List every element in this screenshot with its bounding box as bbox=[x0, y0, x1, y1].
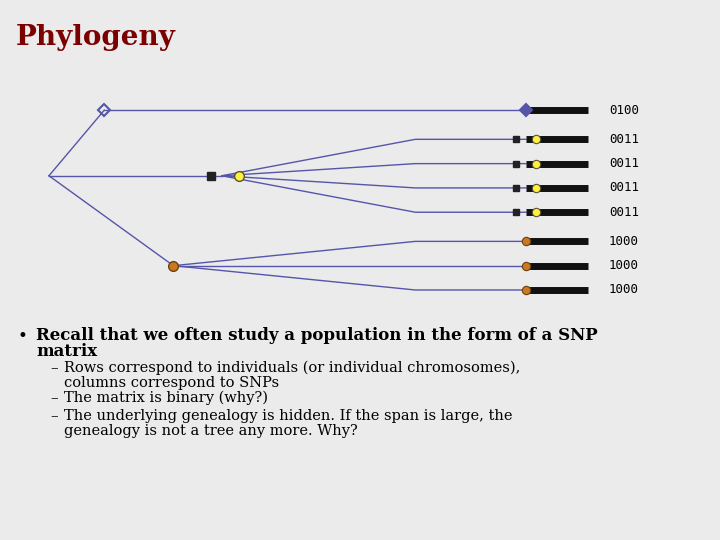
Text: matrix: matrix bbox=[36, 343, 97, 360]
Text: –: – bbox=[50, 409, 58, 423]
Text: 0011: 0011 bbox=[609, 181, 639, 194]
Text: –: – bbox=[50, 391, 58, 405]
Text: The matrix is binary (why?): The matrix is binary (why?) bbox=[64, 391, 268, 406]
Text: 0011: 0011 bbox=[609, 157, 639, 170]
Text: 1000: 1000 bbox=[609, 284, 639, 296]
Text: Recall that we often study a population in the form of a SNP: Recall that we often study a population … bbox=[36, 327, 598, 343]
Text: columns correspond to SNPs: columns correspond to SNPs bbox=[64, 376, 279, 390]
Text: 1000: 1000 bbox=[609, 235, 639, 248]
Text: 0100: 0100 bbox=[609, 104, 639, 117]
Text: genealogy is not a tree any more. Why?: genealogy is not a tree any more. Why? bbox=[64, 424, 358, 438]
Text: Rows correspond to individuals (or individual chromosomes),: Rows correspond to individuals (or indiv… bbox=[64, 361, 521, 375]
Text: Phylogeny: Phylogeny bbox=[16, 24, 176, 51]
Text: 0011: 0011 bbox=[609, 133, 639, 146]
Text: •: • bbox=[18, 327, 28, 345]
Text: 0011: 0011 bbox=[609, 206, 639, 219]
Text: The underlying genealogy is hidden. If the span is large, the: The underlying genealogy is hidden. If t… bbox=[64, 409, 513, 423]
Text: 1000: 1000 bbox=[609, 259, 639, 272]
Text: –: – bbox=[50, 361, 58, 375]
